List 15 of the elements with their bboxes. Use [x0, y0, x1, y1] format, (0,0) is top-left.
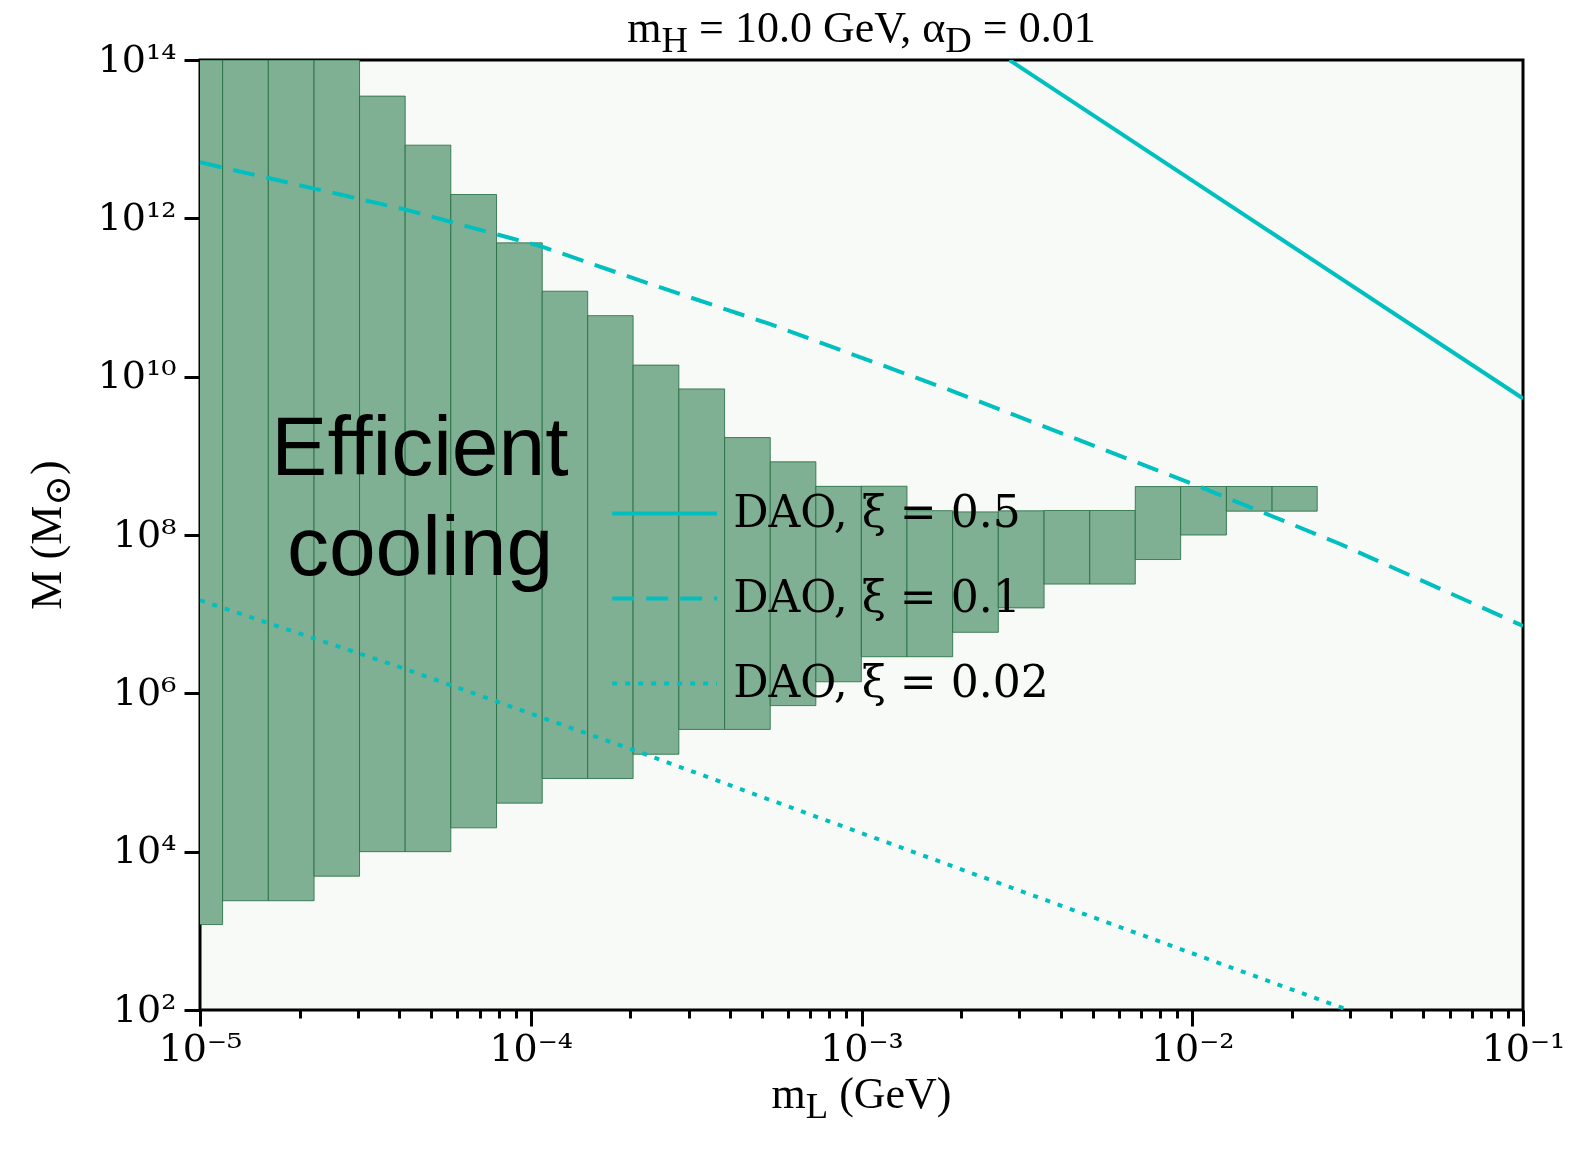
y-tick-label: 10¹⁴	[97, 36, 177, 81]
x-tick-label: 10⁻¹	[1481, 1025, 1566, 1070]
y-tick-label: 10⁶	[112, 669, 177, 714]
x-tick-label: 10⁻²	[1150, 1025, 1235, 1070]
y-tick-label: 10¹²	[97, 194, 177, 239]
y-tick-label: 10¹⁰	[97, 353, 177, 398]
x-tick-label: 10⁻⁴	[489, 1025, 574, 1070]
legend-label: DAO, ξ = 0.02	[733, 655, 1049, 707]
legend-label: DAO, ξ = 0.1	[733, 570, 1021, 622]
y-tick-label: 10⁴	[112, 828, 177, 873]
annotation: Efficient cooling	[271, 398, 569, 593]
y-tick-label: 10⁸	[112, 511, 177, 556]
x-axis-title: m$_{L}$ (GeV)	[770, 1068, 953, 1127]
chart-title: m$_{H}$ = 10.0 GeV, α$_{D}$ = 0.01	[626, 2, 1097, 61]
x-tick-label: 10⁻³	[820, 1025, 904, 1070]
